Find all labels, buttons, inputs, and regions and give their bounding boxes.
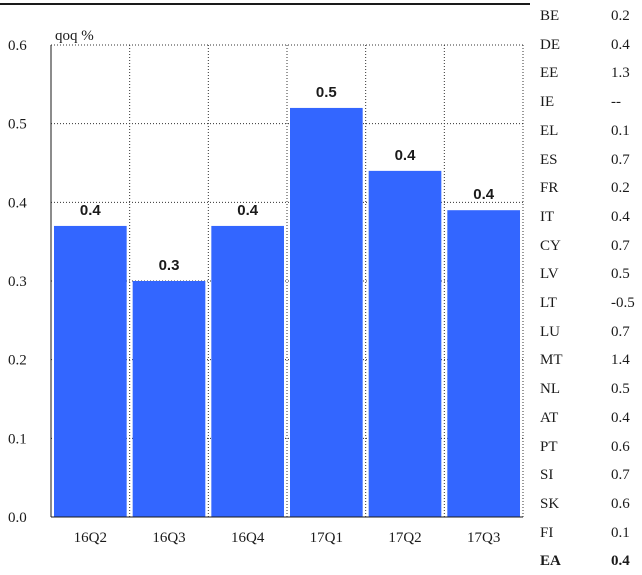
country-value: 0.7 [611,323,630,340]
table-row: LT -0.5 [540,289,642,317]
country-code: EE [540,65,559,82]
table-row: CY 0.7 [540,232,642,260]
y-tick-label: 0.2 [8,353,27,369]
country-value: 0.2 [611,8,630,24]
x-tick-label: 17Q2 [388,530,421,546]
country-value: 0.5 [611,381,630,398]
country-value: 0.7 [611,151,630,168]
table-row: AT 0.4 [540,404,642,432]
table-row: ES 0.7 [540,146,642,174]
country-value: 1.4 [611,352,630,369]
country-code: BE [540,8,560,24]
country-code: PT [540,438,558,455]
unit-label: qoq % [55,28,94,44]
data-label: 0.4 [80,202,102,219]
country-value: 0.4 [611,208,630,225]
country-value: 0.2 [611,180,630,197]
country-code: IE [540,94,555,111]
table-row: NL 0.5 [540,375,642,403]
country-code: ES [540,151,558,168]
y-tick-label: 0.4 [8,195,27,211]
x-tick-label: 17Q1 [310,530,343,546]
country-value: 0.4 [611,553,630,570]
y-tick-label: 0.1 [8,431,27,447]
country-value: -- [611,94,621,111]
x-tick-label: 16Q3 [152,530,185,546]
table-row: DE 0.4 [540,31,642,59]
country-value: 0.1 [611,122,630,139]
table-row: BE 0.2 [540,2,642,30]
table-row: MT 1.4 [540,346,642,374]
x-tick-label: 17Q3 [467,530,500,546]
country-code: AT [540,409,559,426]
country-value: 1.3 [611,65,630,82]
table-row: SK 0.6 [540,490,642,518]
country-code: FI [540,524,554,541]
bar-17Q3 [447,210,520,517]
table-row: SI 0.7 [540,461,642,489]
country-value: 0.5 [611,266,630,283]
table-row: LV 0.5 [540,260,642,288]
bar-17Q2 [368,170,442,517]
y-tick-label: 0.0 [8,510,27,526]
data-label: 0.5 [316,84,337,101]
table-row: EL 0.1 [540,117,642,145]
country-code: SK [540,495,560,512]
country-value: 0.7 [611,467,630,484]
data-label: 0.3 [159,257,180,274]
bar-chart: qoq % 0.4 0.3 0.4 0.5 0.4 0.4 0.0 0.1 0.2 0.3 0.4… [0,3,530,546]
country-value: 0.4 [611,36,630,53]
country-value: -0.5 [611,295,635,311]
x-tick-label: 16Q4 [231,530,265,546]
x-tick-label: 16Q2 [74,530,107,546]
country-code: MT [540,352,563,369]
bar-16Q4 [211,225,284,517]
table-row: PT 0.6 [540,433,642,461]
country-code: DE [540,36,560,53]
y-tick-label: 0.5 [8,117,27,133]
bar-16Q3 [132,281,206,517]
table-row: FI 0.1 [540,519,642,547]
country-code: LV [540,266,559,283]
country-code: LT [540,295,557,311]
country-code: FR [540,180,559,197]
table-row: IT 0.4 [540,203,642,231]
country-code: IT [540,208,555,225]
table-row: LU 0.7 [540,318,642,346]
country-value: 0.4 [611,409,630,426]
table-row-total: EA 0.4 [540,547,642,575]
data-label: 0.4 [237,202,259,219]
country-value: 0.7 [611,237,630,254]
table-row: IE -- [540,88,642,116]
country-value: 0.6 [611,438,630,455]
bar-17Q1 [290,107,363,517]
data-label: 0.4 [395,147,417,164]
table-row: FR 0.2 [540,174,642,202]
country-code: LU [540,323,560,340]
country-code: NL [540,381,560,398]
country-code: EL [540,122,559,139]
y-tick-label: 0.3 [8,274,27,290]
data-label: 0.4 [473,186,495,203]
y-tick-label: 0.6 [8,38,27,54]
country-value: 0.1 [611,524,630,541]
bar-16Q2 [54,225,127,517]
country-code: CY [540,237,561,254]
table-row: EE 1.3 [540,59,642,87]
country-code: EA [540,553,561,570]
country-code: SI [540,467,554,484]
country-value: 0.6 [611,495,630,512]
